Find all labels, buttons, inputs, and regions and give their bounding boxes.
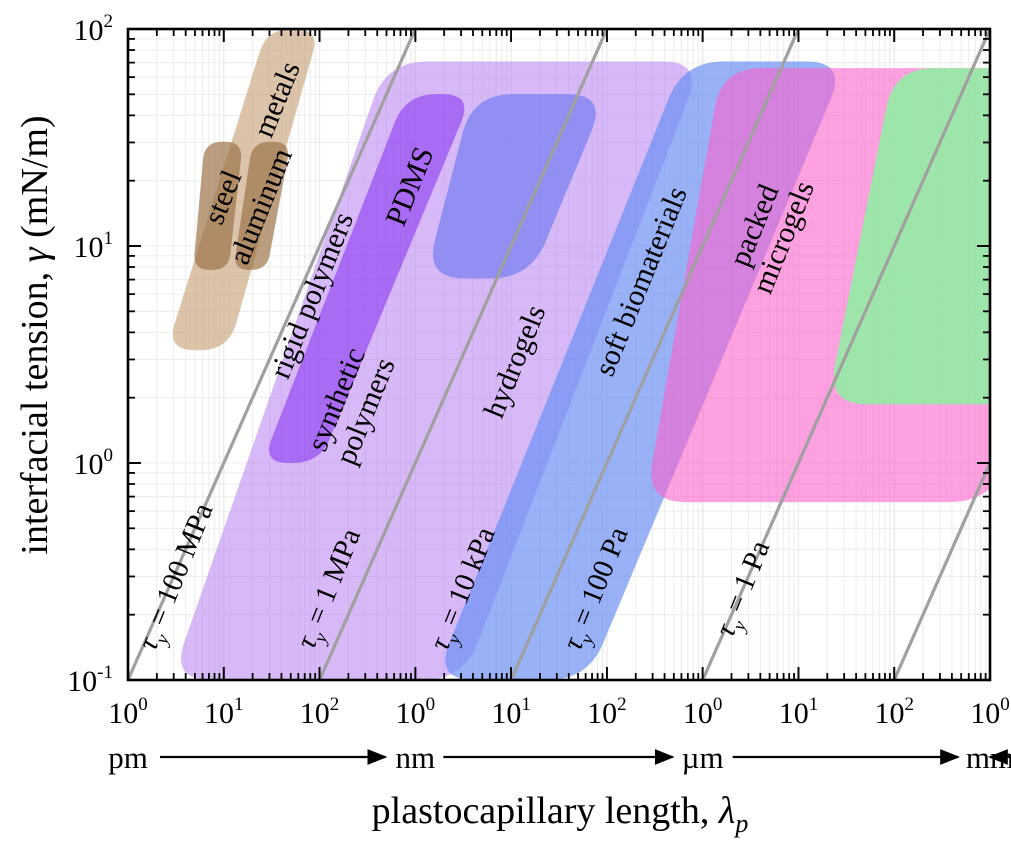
x-axis-label: plastocapillary length, λp	[372, 790, 749, 838]
x-tick-labels: 100101102100101102100101102100101102103	[108, 694, 1010, 730]
yield-stress-line	[128, 29, 417, 680]
region-metals	[172, 29, 315, 351]
regions	[172, 29, 990, 680]
unit-label-0: pm	[108, 740, 148, 775]
y-axis-label: interfacial tension, γ (mN/m)	[14, 115, 56, 554]
y-tick-label: 10-1	[67, 662, 113, 698]
yield-stress-line	[701, 29, 990, 680]
x-tick-label: 102	[587, 694, 627, 730]
axes	[126, 27, 992, 682]
unit-scale: pm nm µm mm	[108, 740, 1011, 775]
y-tick-label: 101	[74, 228, 114, 264]
yield-stress-line	[509, 29, 800, 680]
x-tick-label: 102	[874, 694, 914, 730]
unit-label-1: nm	[396, 740, 436, 775]
region-pdms	[432, 94, 596, 279]
x-tick-label: 100	[970, 694, 1010, 730]
plot-frame	[126, 27, 992, 682]
region-synthetic-polymers	[181, 61, 693, 680]
x-tick-label: 101	[779, 694, 819, 730]
x-tick-label: 100	[683, 694, 723, 730]
x-tick-label: 100	[108, 694, 148, 730]
y-tick-labels: 10-1 100 101 102	[67, 11, 113, 698]
unit-label-2: µm	[682, 740, 724, 775]
x-tick-label: 102	[300, 694, 340, 730]
x-tick-label: 100	[396, 694, 436, 730]
region-rigid-polymers	[269, 94, 465, 463]
region-packed-microgels	[833, 68, 990, 405]
x-tick-label: 101	[491, 694, 530, 730]
yield-stress-label: τy = 1 Pa	[709, 536, 782, 643]
region-aluminum	[235, 141, 289, 270]
region-steel	[194, 141, 242, 270]
yield-stress-lines	[128, 29, 990, 680]
yield-stress-line	[318, 29, 609, 680]
x-tick-label: 101	[204, 694, 244, 730]
yield-stress-line	[892, 459, 990, 680]
y-tick-label: 100	[74, 445, 114, 481]
y-tick-label: 102	[74, 11, 114, 47]
